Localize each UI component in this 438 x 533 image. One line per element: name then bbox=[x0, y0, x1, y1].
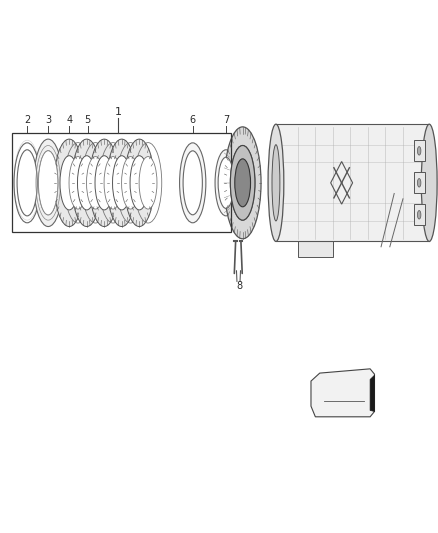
Bar bbox=[414, 140, 425, 161]
Polygon shape bbox=[311, 369, 374, 417]
Ellipse shape bbox=[107, 139, 137, 227]
Ellipse shape bbox=[39, 151, 58, 215]
Ellipse shape bbox=[113, 156, 131, 210]
Ellipse shape bbox=[417, 179, 421, 187]
Ellipse shape bbox=[69, 157, 87, 209]
Ellipse shape bbox=[215, 150, 237, 216]
Ellipse shape bbox=[89, 139, 119, 227]
Ellipse shape bbox=[34, 139, 63, 227]
Text: 6: 6 bbox=[190, 115, 196, 125]
Ellipse shape bbox=[78, 156, 96, 210]
Polygon shape bbox=[370, 375, 374, 411]
Text: 2: 2 bbox=[24, 115, 30, 125]
Ellipse shape bbox=[230, 146, 255, 220]
Polygon shape bbox=[298, 241, 333, 257]
Ellipse shape bbox=[417, 147, 421, 155]
Bar bbox=[414, 204, 425, 225]
Ellipse shape bbox=[218, 157, 234, 208]
Ellipse shape bbox=[183, 151, 202, 215]
Ellipse shape bbox=[224, 127, 261, 239]
Ellipse shape bbox=[417, 211, 421, 219]
Bar bbox=[12, 133, 231, 232]
Ellipse shape bbox=[230, 146, 255, 220]
Ellipse shape bbox=[39, 151, 58, 215]
Ellipse shape bbox=[72, 139, 102, 227]
Ellipse shape bbox=[130, 156, 148, 210]
Ellipse shape bbox=[122, 157, 139, 209]
Bar bbox=[414, 172, 425, 193]
Ellipse shape bbox=[95, 156, 113, 210]
Ellipse shape bbox=[180, 143, 206, 223]
Text: 8: 8 bbox=[236, 281, 242, 291]
Ellipse shape bbox=[124, 139, 154, 227]
Ellipse shape bbox=[60, 156, 78, 210]
Ellipse shape bbox=[272, 144, 280, 221]
Ellipse shape bbox=[421, 124, 437, 241]
Text: 3: 3 bbox=[45, 115, 51, 125]
Ellipse shape bbox=[268, 124, 284, 241]
Text: 5: 5 bbox=[85, 115, 91, 125]
Ellipse shape bbox=[139, 157, 157, 209]
Text: 1: 1 bbox=[115, 107, 122, 117]
Ellipse shape bbox=[17, 150, 37, 216]
Ellipse shape bbox=[104, 157, 122, 209]
Ellipse shape bbox=[235, 159, 251, 207]
FancyBboxPatch shape bbox=[276, 124, 429, 241]
Ellipse shape bbox=[87, 157, 104, 209]
Text: 4: 4 bbox=[66, 115, 72, 125]
Ellipse shape bbox=[54, 139, 84, 227]
Text: 7: 7 bbox=[223, 115, 229, 125]
